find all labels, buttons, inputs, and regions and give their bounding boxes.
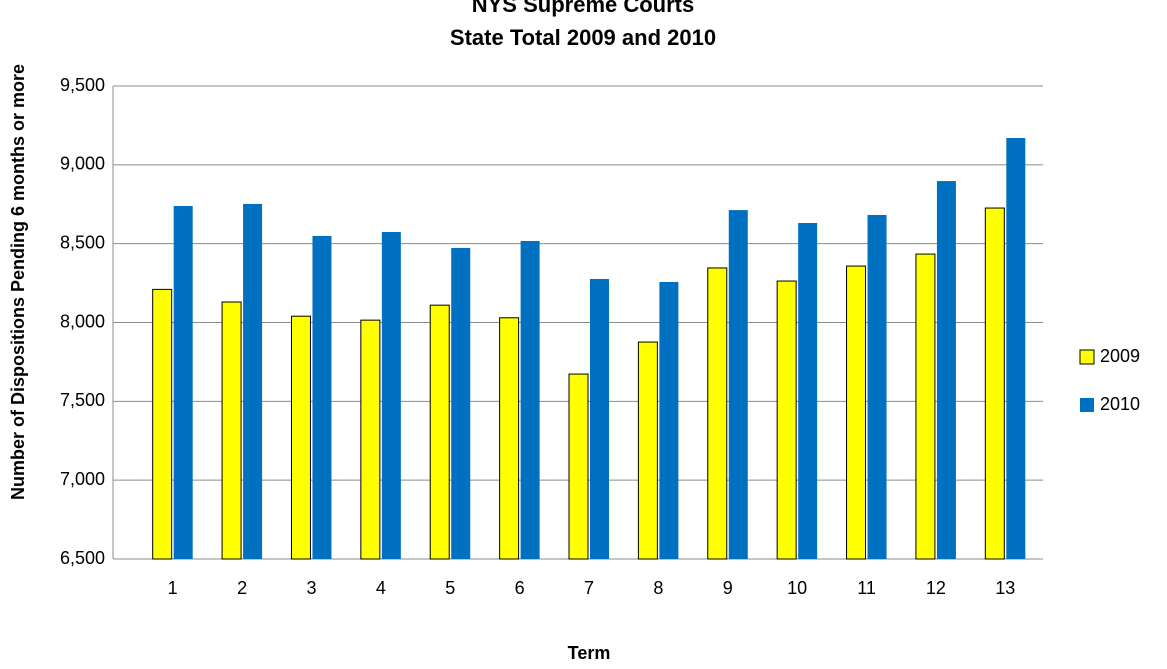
- y-tick-label: 8,500: [60, 232, 105, 252]
- y-axis-label: Number of Dispositions Pending 6 months …: [8, 64, 28, 500]
- x-tick-label: 8: [653, 578, 663, 598]
- bar: [728, 210, 748, 559]
- y-tick-label: 8,000: [60, 311, 105, 331]
- chart-subtitle: State Total 2009 and 2010: [450, 25, 716, 50]
- bar: [776, 280, 797, 560]
- x-tick-label: 6: [515, 578, 525, 598]
- bar: [707, 267, 728, 560]
- bar: [520, 240, 540, 559]
- bar: [360, 319, 381, 560]
- y-tick-label: 7,500: [60, 390, 105, 410]
- bar: [290, 315, 311, 560]
- bar: [152, 288, 173, 560]
- legend-swatch: [1080, 398, 1094, 412]
- legend-label: 2010: [1100, 394, 1140, 414]
- bar: [659, 281, 679, 559]
- bar: [381, 231, 401, 559]
- x-tick-label: 1: [168, 578, 178, 598]
- bar: [984, 207, 1005, 560]
- bar: [637, 341, 658, 560]
- y-tick-label: 7,000: [60, 469, 105, 489]
- bar: [798, 223, 818, 559]
- x-tick-label: 5: [445, 578, 455, 598]
- bar: [499, 317, 520, 560]
- x-tick-label: 12: [926, 578, 946, 598]
- x-tick-label: 10: [787, 578, 807, 598]
- bar: [867, 214, 887, 560]
- bar: [243, 203, 263, 559]
- bar: [590, 278, 609, 559]
- y-tick-label: 9,500: [60, 75, 105, 95]
- bar: [846, 265, 867, 560]
- x-tick-label: 3: [306, 578, 316, 598]
- bar: [568, 373, 589, 560]
- bar: [221, 301, 242, 560]
- x-tick-label: 9: [723, 578, 733, 598]
- bar: [1006, 138, 1026, 559]
- x-tick-label: 13: [995, 578, 1015, 598]
- chart-title: NYS Supreme Courts: [472, 0, 695, 17]
- x-tick-label: 11: [857, 578, 876, 598]
- y-tick-label: 6,500: [60, 548, 105, 568]
- y-tick-label: 9,000: [60, 154, 105, 174]
- bar: [936, 181, 956, 559]
- bar: [429, 304, 450, 560]
- legend-swatch: [1079, 349, 1095, 365]
- x-tick-label: 2: [237, 578, 247, 598]
- x-tick-label: 4: [376, 578, 386, 598]
- x-tick-label: 7: [584, 578, 594, 598]
- bar: [173, 205, 193, 560]
- x-axis-label: Term: [568, 643, 611, 663]
- bar: [451, 247, 471, 560]
- bar: [915, 253, 936, 560]
- bar: [312, 235, 332, 560]
- legend-label: 2009: [1100, 346, 1140, 366]
